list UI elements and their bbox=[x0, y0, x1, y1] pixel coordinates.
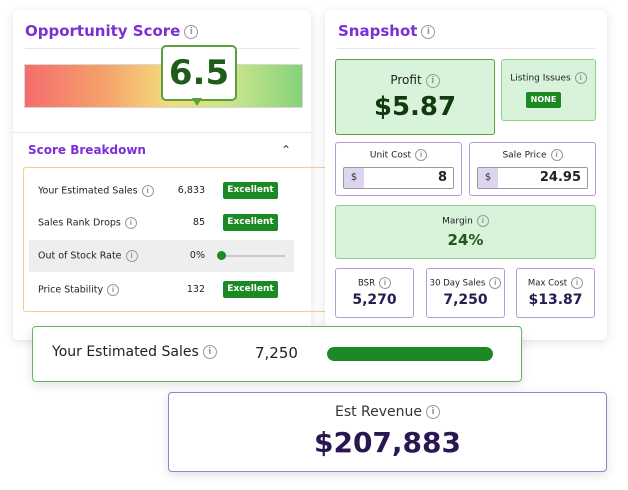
breakdown-row-value: 0% bbox=[189, 250, 205, 261]
unit-cost-tile: Unit Cost i $ 8 bbox=[335, 142, 462, 196]
info-icon[interactable]: i bbox=[107, 284, 120, 296]
excellent-badge: Excellent bbox=[223, 214, 278, 231]
sale-price-tile: Sale Price i $ 24.95 bbox=[469, 142, 596, 196]
bsr-label: BSR i bbox=[336, 277, 413, 289]
info-icon[interactable]: i bbox=[415, 149, 428, 161]
snapshot-header: Snapshot i bbox=[338, 22, 436, 40]
info-icon[interactable]: i bbox=[426, 405, 441, 419]
excellent-badge: Excellent bbox=[223, 182, 278, 199]
unit-cost-value[interactable]: 8 bbox=[437, 170, 447, 185]
estimated-sales-panel: Your Estimated Sales i 7,250 bbox=[32, 326, 522, 382]
profit-value: $5.87 bbox=[373, 92, 457, 122]
estimated-revenue-value: $207,883 bbox=[313, 426, 461, 459]
info-icon[interactable]: i bbox=[571, 277, 584, 289]
excellent-badge: Excellent bbox=[223, 281, 278, 298]
listing-issues-tile: Listing Issues i NONE bbox=[501, 59, 596, 121]
thirty-day-sales-label: 30 Day Sales i bbox=[427, 277, 504, 289]
breakdown-row-value: 6,833 bbox=[177, 185, 205, 196]
bsr-tile: BSR i 5,270 bbox=[335, 268, 414, 318]
snapshot-title: Snapshot bbox=[338, 22, 418, 40]
divider bbox=[13, 132, 311, 133]
currency-prefix: $ bbox=[478, 168, 498, 188]
snapshot-card: Snapshot i Profit i $5.87 Listing Issues i … bbox=[325, 10, 607, 340]
opportunity-score-title: Opportunity Score bbox=[25, 22, 181, 40]
margin-label: Margin i bbox=[336, 215, 595, 227]
sale-price-input[interactable]: $ 24.95 bbox=[477, 167, 588, 189]
breakdown-row-value: 85 bbox=[192, 217, 205, 228]
thirty-day-sales-value: 7,250 bbox=[443, 292, 488, 308]
profit-tile: Profit i $5.87 bbox=[335, 59, 495, 135]
estimated-revenue-label: Est Revenue i bbox=[169, 404, 606, 420]
breakdown-row-label: Your Estimated Sales i bbox=[38, 185, 154, 197]
divider bbox=[337, 48, 595, 49]
opportunity-score-card: Opportunity Score i 6.5 Score Breakdown ⌃… bbox=[13, 10, 331, 340]
score-value: 6.5 bbox=[161, 45, 237, 101]
listing-issues-badge: NONE bbox=[526, 92, 561, 108]
info-icon[interactable]: i bbox=[184, 24, 199, 39]
breakdown-row-sales-rank-drops: Sales Rank Drops i 85 Excellent bbox=[24, 207, 330, 239]
stock-rate-slider-track bbox=[219, 255, 285, 257]
thirty-day-sales-tile: 30 Day Sales i 7,250 bbox=[426, 268, 505, 318]
breakdown-row-price-stability: Price Stability i 132 Excellent bbox=[24, 274, 330, 306]
info-icon[interactable]: i bbox=[425, 73, 440, 88]
estimated-sales-bar bbox=[327, 347, 493, 361]
info-icon[interactable]: i bbox=[421, 24, 436, 39]
info-icon[interactable]: i bbox=[202, 345, 217, 359]
listing-issues-label: Listing Issues i bbox=[502, 72, 595, 84]
opportunity-score-header: Opportunity Score i bbox=[25, 22, 199, 40]
breakdown-row-value: 132 bbox=[186, 284, 205, 295]
margin-tile: Margin i 24% bbox=[335, 205, 596, 259]
stock-rate-slider-knob bbox=[217, 251, 226, 260]
info-icon[interactable]: i bbox=[125, 250, 138, 262]
score-breakdown-title: Score Breakdown bbox=[28, 143, 146, 157]
estimated-sales-bar-fill bbox=[327, 347, 493, 361]
breakdown-row-label: Sales Rank Drops i bbox=[38, 217, 137, 229]
profit-label: Profit i bbox=[336, 73, 494, 88]
max-cost-tile: Max Cost i $13.87 bbox=[516, 268, 595, 318]
breakdown-row-estimated-sales: Your Estimated Sales i 6,833 Excellent bbox=[24, 175, 330, 207]
breakdown-row-out-of-stock: Out of Stock Rate i 0% bbox=[29, 240, 294, 272]
unit-cost-input[interactable]: $ 8 bbox=[343, 167, 454, 189]
info-icon[interactable]: i bbox=[574, 72, 587, 84]
info-icon[interactable]: i bbox=[124, 217, 137, 229]
unit-cost-label: Unit Cost i bbox=[336, 149, 461, 161]
estimated-sales-label: Your Estimated Sales i bbox=[52, 344, 217, 360]
info-icon[interactable]: i bbox=[141, 185, 154, 197]
margin-value: 24% bbox=[447, 231, 484, 249]
bsr-value: 5,270 bbox=[352, 292, 397, 308]
info-icon[interactable]: i bbox=[489, 277, 502, 289]
score-pointer-icon bbox=[192, 98, 202, 106]
currency-prefix: $ bbox=[344, 168, 364, 188]
estimated-revenue-panel: Est Revenue i $207,883 bbox=[168, 392, 607, 472]
sale-price-value[interactable]: 24.95 bbox=[539, 170, 581, 185]
sale-price-label: Sale Price i bbox=[470, 149, 595, 161]
chevron-up-icon[interactable]: ⌃ bbox=[281, 143, 292, 157]
score-breakdown-list: Your Estimated Sales i 6,833 Excellent Sa… bbox=[23, 167, 331, 312]
info-icon[interactable]: i bbox=[476, 215, 489, 227]
breakdown-row-label: Out of Stock Rate i bbox=[38, 250, 138, 262]
breakdown-row-label: Price Stability i bbox=[38, 284, 120, 296]
info-icon[interactable]: i bbox=[378, 277, 391, 289]
max-cost-value: $13.87 bbox=[528, 292, 583, 308]
info-icon[interactable]: i bbox=[550, 149, 563, 161]
estimated-sales-value: 7,250 bbox=[255, 344, 298, 362]
max-cost-label: Max Cost i bbox=[517, 277, 594, 289]
